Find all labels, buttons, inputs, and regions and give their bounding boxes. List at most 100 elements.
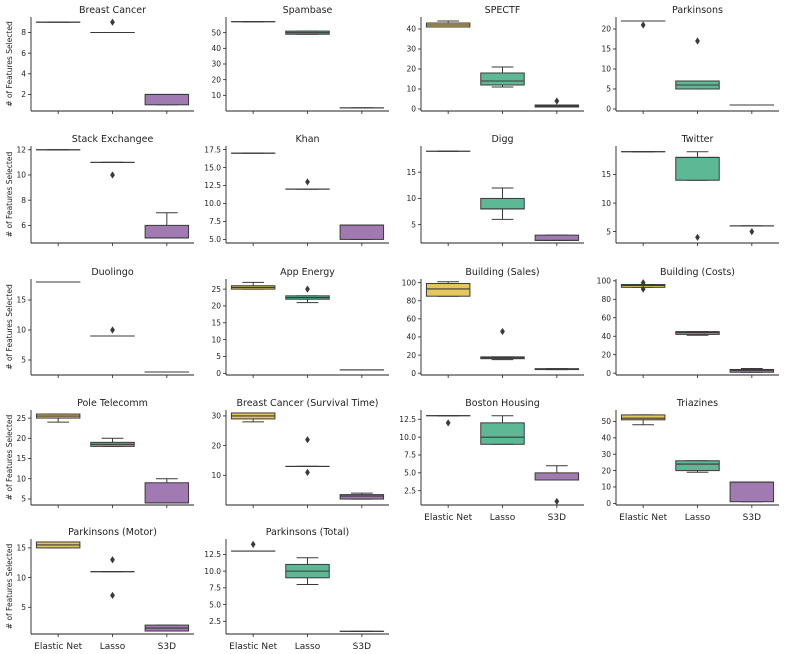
subplot-title: Parkinsons (Motor) [68,527,157,538]
subplot-parkinsons-total-: Parkinsons (Total) 2.5 5.0 7.5 10.0 12.5 Elast… [204,527,389,652]
subplot-khan: Khan 5.0 7.5 10.0 12.5 15.0 17.5 [204,134,389,246]
y-tick-label: 10.0 [204,199,221,208]
y-tick-label: 5 [21,495,26,504]
y-tick-label: 15 [601,45,611,54]
subplot-title: Twitter [681,134,714,145]
y-tick-label: 20 [211,302,221,311]
subplot-title: Khan [295,134,319,145]
box-s3d [144,93,190,106]
y-tick-label: 0 [216,369,221,378]
y-tick-label: 12 [16,145,26,154]
box-elastic-net [620,414,666,421]
outlier-point [695,233,700,241]
y-tick-label: 100 [402,278,417,287]
y-tick-label: 15 [16,454,26,463]
subplot-boston-housing: Boston Housing 2.5 5.0 7.5 10.0 12.5 Elastic N… [399,398,584,523]
box-s3d [144,482,190,504]
y-tick-label: 10 [601,483,611,492]
subplot-spectf: SPECTF 0 10 20 30 40 [406,5,584,114]
y-tick-label: 20 [601,466,611,475]
subplot-title: Digg [491,134,513,145]
y-tick-label: 12.5 [204,181,221,190]
box-elastic-net [425,283,471,297]
subplot-title: Duolingo [91,267,133,278]
y-tick-label: 15 [601,170,611,179]
x-tick-label: S3D [743,513,761,523]
box-lasso [480,197,525,210]
y-tick-label: 5 [606,85,611,94]
box-s3d [729,481,775,503]
subplot-building-costs-: Building (Costs) 0 20 40 60 80 100 [597,267,779,378]
subplot-twitter: Twitter 5 10 15 [601,134,779,246]
outlier-point [695,37,700,45]
y-tick-label: 30 [211,412,221,421]
outlier-point [445,419,451,427]
outlier-point [110,591,115,600]
y-tick-label: 10 [211,335,221,344]
subplot-title: Breast Cancer [79,5,146,16]
y-tick-label: 0 [606,105,611,114]
y-tick-label: 5.0 [404,469,416,478]
y-tick-label: 5 [216,352,221,361]
box-lasso [675,460,720,472]
y-tick-label: 7.5 [404,451,416,460]
subplot-duolingo: Duolingo 5 10 15 [16,267,194,378]
outlier-point [640,21,646,29]
outlier-point [110,18,115,26]
y-tick-label: 40 [601,434,611,443]
y-axis-label: # of Features Selected [5,284,14,370]
outlier-point [554,97,560,105]
box-s3d [534,472,580,481]
outlier-point [110,556,115,564]
y-tick-label: 80 [406,296,416,305]
y-tick-label: 30 [601,450,611,459]
box-s3d [339,224,385,240]
subplot-title: Stack Exchangee [72,134,154,145]
y-tick-label: 5.0 [209,235,221,244]
y-tick-label: 0 [606,369,611,378]
y-tick-label: 20 [211,75,221,84]
y-tick-label: 10 [406,85,416,94]
y-tick-label: 12.5 [204,550,221,559]
x-tick-label: Lasso [490,513,516,523]
subplot-triazines: Triazines 0 10 20 30 40 50 Elastic Net Lasso S3D [601,398,779,523]
y-tick-label: 10 [211,471,221,480]
outlier-point [110,326,115,334]
outlier-point [554,497,560,506]
y-tick-label: 60 [601,313,611,322]
y-tick-label: 10 [16,171,26,180]
subplot-breast-cancer-survival-time-: Breast Cancer (Survival Time) 10 20 30 [211,398,389,508]
y-tick-label: 5.0 [209,600,221,609]
y-tick-label: 12.5 [399,415,416,424]
y-tick-label: 5 [606,227,611,236]
x-tick-label: S3D [158,642,176,652]
subplot-stack-exchangee: Stack Exchangee 6 8 10 12 [16,134,194,246]
outlier-point [305,436,310,444]
y-tick-label: 10 [211,91,221,100]
y-tick-label: 40 [406,333,416,342]
x-tick-label: S3D [353,642,371,652]
y-tick-label: 60 [406,315,416,324]
box-lasso [675,156,720,181]
y-tick-label: 30 [211,60,221,69]
y-tick-label: 10 [601,65,611,74]
subplot-title: SPECTF [485,5,521,16]
x-tick-label: Elastic Net [34,642,82,652]
box-lasso [480,72,525,86]
y-tick-label: 10 [16,326,26,335]
y-tick-label: 10 [601,199,611,208]
y-tick-label: 15.0 [204,163,221,172]
outlier-point [305,178,310,186]
x-tick-label: Lasso [685,513,711,523]
y-axis-label: # of Features Selected [5,544,14,630]
x-tick-label: Elastic Net [229,642,277,652]
y-tick-label: 100 [597,277,612,286]
y-tick-label: 4 [21,70,26,79]
outlier-point [640,279,646,287]
x-tick-label: Lasso [295,642,321,652]
outlier-point [250,540,256,548]
y-tick-label: 20 [406,65,416,74]
y-tick-label: 25 [16,414,26,423]
subplot-title: Building (Sales) [465,267,539,278]
subplot-title: Pole Telecomm [77,398,148,409]
